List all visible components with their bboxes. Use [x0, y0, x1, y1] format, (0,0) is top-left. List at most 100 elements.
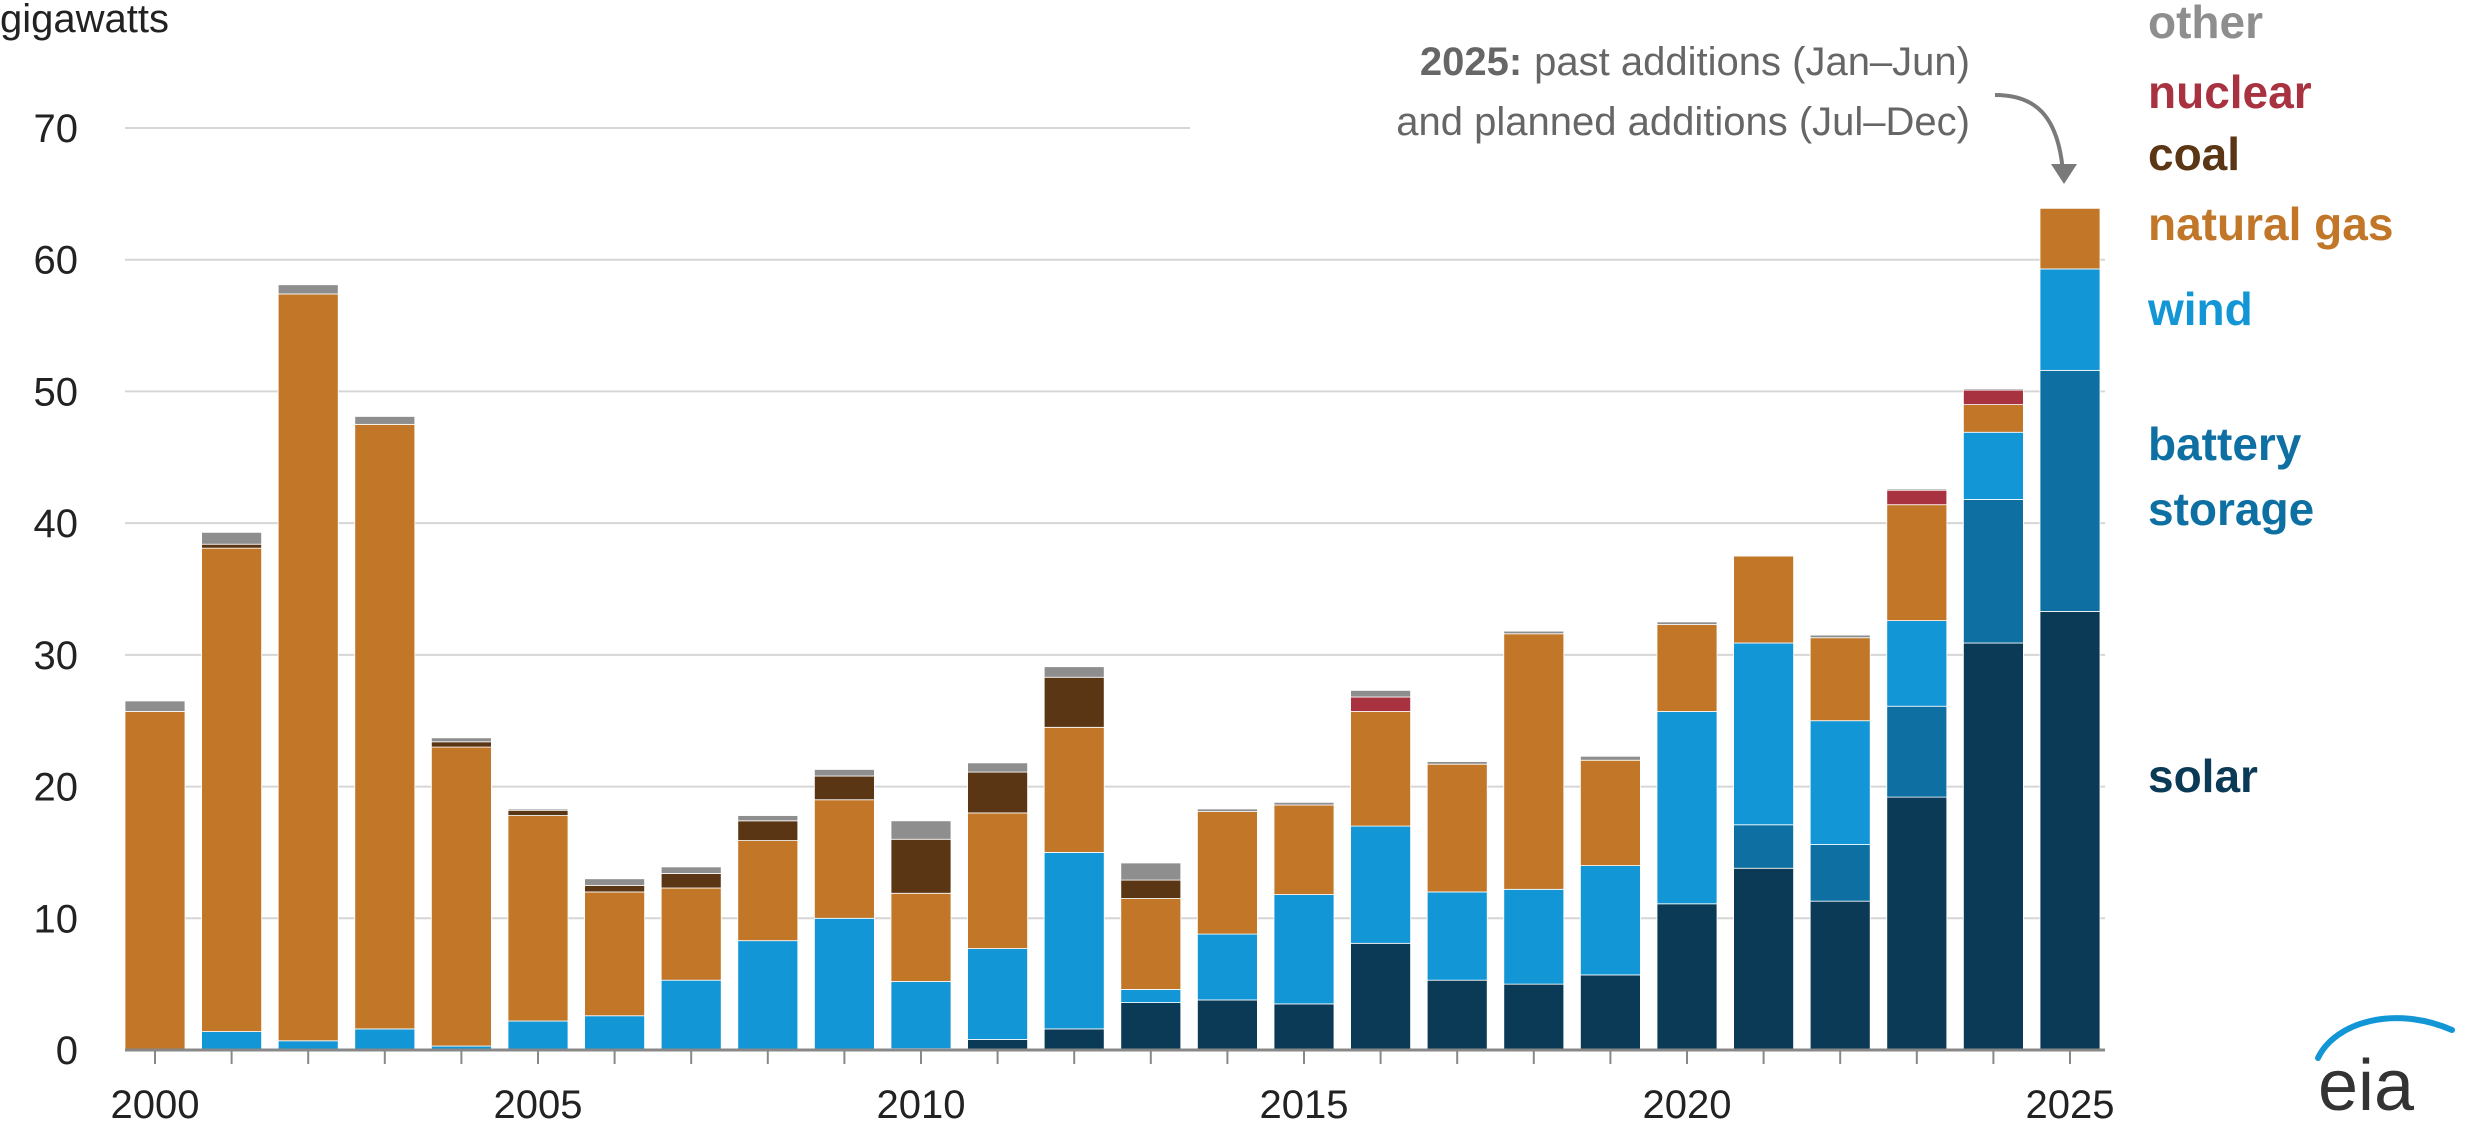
- bar-segment-other: [1886, 488, 1948, 491]
- bar-segment-coal: [660, 873, 722, 889]
- bar-segment-wind: [1426, 891, 1488, 981]
- bar-segment-other: [1197, 808, 1258, 812]
- bar-segment-solar: [1043, 1028, 1105, 1051]
- legend-label: solar: [2148, 750, 2258, 802]
- bar-segment-solar: [1197, 999, 1258, 1051]
- bar-segment-wind: [1120, 989, 1182, 1003]
- bar-segment-natural-gas: [507, 815, 569, 1022]
- annotation: 2025: past additions (Jan–Jun) and planne…: [1396, 40, 2077, 184]
- bar-segment-natural-gas: [1656, 624, 1718, 712]
- bar-segment-solar: [1273, 1003, 1335, 1051]
- bar-segment-natural-gas: [967, 812, 1028, 949]
- bar-segment-other: [737, 815, 799, 822]
- y-tick-label: 60: [34, 239, 79, 283]
- bar-segment-natural-gas: [1580, 759, 1641, 867]
- bar-segment-natural-gas: [1886, 504, 1948, 622]
- x-tick-label: 2000: [111, 1083, 200, 1127]
- bar-segment-battery-storage: [1886, 705, 1948, 798]
- legend-label: other: [2148, 0, 2263, 48]
- bar-segment-coal: [430, 741, 492, 748]
- bar-segment-solar: [1733, 867, 1794, 1051]
- bar-segment-wind: [1350, 825, 1411, 944]
- bar-segment-wind: [1733, 642, 1794, 826]
- bar-segment-wind: [1580, 865, 1641, 976]
- bar-segment-coal: [201, 543, 263, 549]
- bar-segment-natural-gas: [737, 840, 799, 942]
- bar-segment-other: [1580, 755, 1641, 761]
- bar-segment-wind: [1886, 620, 1948, 707]
- bar-segment-wind: [1809, 720, 1871, 845]
- bar-segment-other: [1273, 801, 1335, 806]
- bar-segment-wind: [814, 917, 875, 1051]
- bar-segment-wind: [2039, 268, 2101, 371]
- bar-segment-wind: [1197, 933, 1258, 1001]
- bar-segment-solar: [1120, 1002, 1182, 1051]
- bar-segment-natural-gas: [430, 746, 492, 1047]
- bar-segment-solar: [1809, 900, 1871, 1051]
- bar-segment-wind: [660, 979, 722, 1051]
- bar-segment-natural-gas: [1273, 804, 1335, 895]
- bar-segment-solar: [1580, 974, 1641, 1051]
- bar-segment-wind: [507, 1020, 569, 1051]
- bar-segment-solar: [967, 1039, 1028, 1051]
- bar-segment-wind: [967, 948, 1028, 1040]
- bar-segment-wind: [354, 1028, 416, 1051]
- annotation-bold: 2025:: [1420, 40, 1522, 84]
- x-tick-label: 2015: [1260, 1083, 1349, 1127]
- y-tick-label: 70: [34, 107, 79, 151]
- bar-segment-other: [584, 878, 645, 886]
- bar-segment-natural-gas: [201, 547, 263, 1032]
- x-tick-label: 2020: [1643, 1083, 1732, 1127]
- bar-segment-solar: [1886, 796, 1948, 1051]
- bar-segment-other: [967, 762, 1028, 773]
- bar-segment-battery-storage: [1809, 844, 1871, 902]
- y-tick-label: 40: [34, 502, 79, 546]
- bar-segment-natural-gas: [2039, 207, 2101, 270]
- bar-segment-other: [507, 808, 569, 811]
- bar-segment-solar: [1426, 979, 1488, 1051]
- bar-segment-other: [201, 531, 263, 545]
- bar-segment-natural-gas: [1426, 763, 1488, 893]
- bar-segment-natural-gas: [354, 423, 416, 1030]
- bar-segment-wind: [584, 1015, 645, 1051]
- bar-segment-natural-gas: [1350, 711, 1411, 827]
- bar-segment-coal: [1120, 879, 1182, 899]
- eia-logo-icon: eia: [2315, 1015, 2455, 1126]
- bar-segment-nuclear: [1350, 696, 1411, 712]
- x-tick-label: 2010: [877, 1083, 966, 1127]
- bar-segment-wind: [1503, 888, 1565, 985]
- annotation-arrow: [1994, 93, 2065, 173]
- bar-segment-other: [1043, 666, 1105, 678]
- bar-segment-coal: [584, 884, 645, 893]
- annotation-line-1: 2025: past additions (Jan–Jun): [1420, 40, 1970, 84]
- bar-segment-battery-storage: [2039, 369, 2101, 612]
- y-tick-label: 10: [34, 897, 79, 941]
- x-tick-label: 2025: [2026, 1083, 2115, 1127]
- bar-segment-other: [354, 416, 416, 425]
- bar-segment-natural-gas: [1043, 726, 1105, 853]
- bar-segment-natural-gas: [1120, 898, 1182, 990]
- bar-segment-battery-storage: [1963, 499, 2024, 644]
- y-tick-label: 50: [34, 370, 79, 414]
- bar-segment-solar: [1963, 642, 2024, 1051]
- bar-segment-coal: [890, 838, 952, 894]
- bar-segment-solar: [1350, 942, 1411, 1051]
- bar-segment-wind: [890, 981, 952, 1050]
- y-tick-label: 0: [56, 1029, 78, 1073]
- bar-segment-wind: [1043, 852, 1105, 1030]
- bar-segment-natural-gas: [1809, 637, 1871, 722]
- bar-segment-natural-gas: [277, 293, 339, 1042]
- bar-segment-other: [1350, 690, 1411, 698]
- bar-segment-wind: [201, 1031, 263, 1051]
- bar-segment-wind: [737, 940, 799, 1051]
- annotation-line-2: and planned additions (Jul–Dec): [1396, 100, 1970, 144]
- legend-label: coal: [2148, 128, 2240, 180]
- bar-segment-coal: [1043, 676, 1105, 728]
- bar-segment-other: [890, 820, 952, 840]
- bar-segment-battery-storage: [1733, 824, 1794, 869]
- bar-segment-other: [1963, 388, 2024, 391]
- bars: [124, 207, 2101, 1051]
- bar-segment-coal: [967, 771, 1028, 814]
- y-tick-label: 30: [34, 634, 79, 678]
